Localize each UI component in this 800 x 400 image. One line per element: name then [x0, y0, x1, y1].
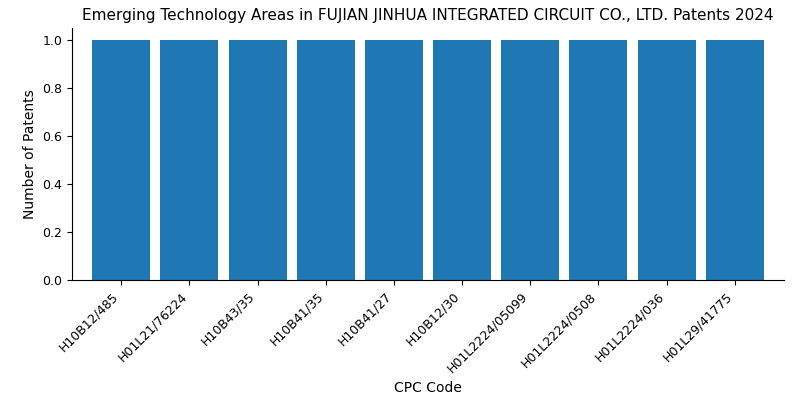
Bar — [92, 40, 150, 280]
Bar — [365, 40, 423, 280]
Bar — [570, 40, 627, 280]
Bar — [638, 40, 696, 280]
X-axis label: CPC Code: CPC Code — [394, 381, 462, 395]
Bar — [502, 40, 559, 280]
Title: Emerging Technology Areas in FUJIAN JINHUA INTEGRATED CIRCUIT CO., LTD. Patents : Emerging Technology Areas in FUJIAN JINH… — [82, 8, 774, 23]
Bar — [706, 40, 764, 280]
Bar — [160, 40, 218, 280]
Y-axis label: Number of Patents: Number of Patents — [22, 89, 37, 219]
Bar — [297, 40, 354, 280]
Bar — [229, 40, 286, 280]
Bar — [433, 40, 491, 280]
